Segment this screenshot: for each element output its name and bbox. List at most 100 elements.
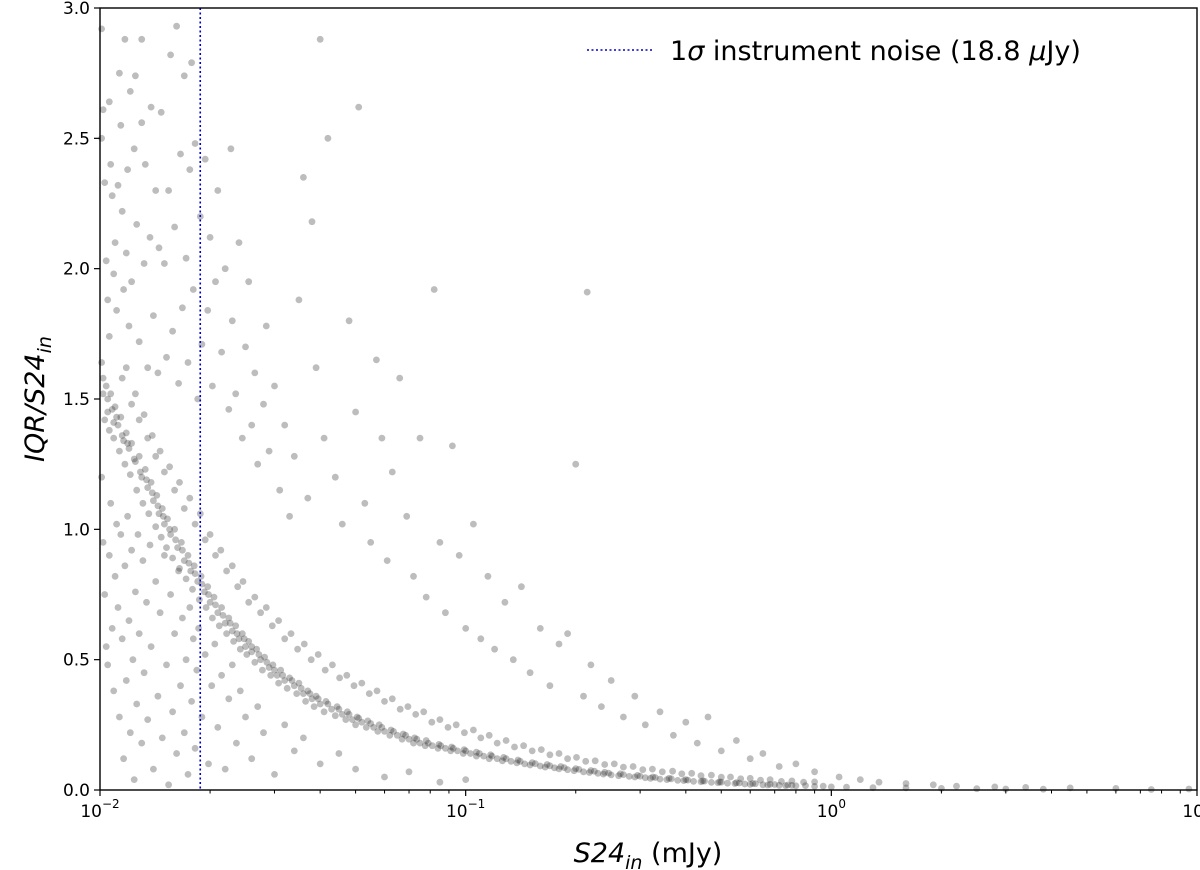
scatter-point — [658, 768, 666, 776]
scatter-point — [212, 552, 219, 559]
scatter-point — [206, 598, 214, 606]
scatter-point — [670, 731, 677, 739]
scatter-point — [184, 771, 192, 778]
scatter-point — [358, 679, 366, 687]
scatter-point — [580, 768, 587, 776]
scatter-point — [636, 772, 644, 780]
scatter-point — [107, 499, 115, 507]
scatter-point — [361, 499, 369, 507]
scatter-point — [108, 625, 116, 632]
scatter-point — [304, 687, 312, 695]
scatter-point — [546, 762, 554, 770]
scatter-point — [186, 494, 194, 502]
scatter-point — [526, 669, 534, 677]
scatter-point — [607, 771, 615, 779]
scatter-point — [367, 539, 375, 546]
scatter-point — [367, 720, 375, 727]
scatter-point — [191, 520, 199, 528]
scatter-point — [171, 223, 179, 231]
scatter-point — [235, 239, 243, 247]
scatter-point — [480, 752, 488, 760]
scatter-point — [856, 776, 864, 783]
scatter-point — [228, 317, 236, 325]
scatter-point — [182, 656, 190, 664]
scatter-point — [355, 103, 363, 111]
scatter-points — [98, 22, 1193, 793]
scatter-point — [186, 604, 194, 611]
scatter-point — [147, 479, 155, 486]
scatter-point — [393, 731, 401, 739]
scatter-point — [454, 747, 461, 755]
scatter-point — [230, 638, 238, 645]
scatter-point — [607, 677, 615, 684]
scatter-point — [225, 406, 233, 413]
scatter-point — [373, 687, 381, 695]
scatter-point — [555, 765, 563, 773]
scatter-point — [680, 777, 688, 784]
scatter-point — [135, 338, 143, 346]
scatter-point — [130, 145, 138, 153]
scatter-point — [1185, 785, 1193, 793]
scatter-point — [601, 761, 609, 768]
scatter-point — [139, 499, 147, 507]
scatter-point — [410, 572, 417, 580]
scatter-point — [157, 533, 165, 541]
y-axis-ticks: 0.0 0.5 1.0 1.5 2.0 2.5 3.0 — [63, 0, 100, 801]
scatter-point — [708, 771, 715, 779]
scatter-point — [499, 757, 506, 765]
scatter-point — [528, 759, 536, 766]
scatter-point — [273, 671, 281, 679]
scatter-point — [435, 741, 443, 748]
scatter-point — [219, 612, 227, 619]
y-tick-label: 1.5 — [63, 390, 90, 410]
scatter-point — [295, 296, 303, 304]
scatter-point — [206, 531, 214, 538]
scatter-point — [290, 682, 298, 690]
scatter-point — [184, 552, 192, 559]
scatter-point — [169, 554, 177, 562]
scatter-point — [345, 711, 353, 718]
scatter-point — [484, 572, 492, 580]
scatter-point — [929, 781, 937, 789]
scatter-point — [201, 651, 209, 658]
scatter-point — [235, 635, 243, 643]
scatter-point — [316, 35, 324, 43]
scatter-point — [116, 713, 123, 721]
scatter-point — [179, 614, 186, 622]
scatter-point — [708, 779, 715, 786]
scatter-point — [286, 512, 293, 520]
scatter-point — [179, 546, 186, 554]
scatter-point — [110, 419, 118, 426]
scatter-point — [105, 426, 113, 434]
scatter-point — [555, 750, 563, 757]
scatter-point — [138, 35, 146, 43]
scatter-point — [473, 752, 480, 760]
scatter-point — [267, 671, 275, 679]
scatter-point — [412, 711, 420, 718]
scatter-point — [248, 421, 256, 429]
scatter-point — [225, 695, 233, 703]
scatter-point — [788, 777, 796, 785]
scatter-point — [177, 150, 184, 158]
scatter-point — [236, 645, 244, 653]
scatter-point — [312, 692, 320, 700]
scatter-point — [99, 106, 107, 114]
scatter-point — [110, 270, 118, 278]
scatter-point — [297, 684, 305, 692]
scatter-point — [156, 447, 164, 455]
scatter-point — [124, 512, 131, 520]
scatter-point — [99, 374, 107, 382]
scatter-point — [124, 166, 131, 174]
scatter-point — [172, 536, 180, 544]
scatter-point — [320, 434, 328, 442]
scatter-point — [314, 651, 322, 658]
scatter-point — [201, 588, 208, 596]
scatter-point — [174, 544, 182, 551]
scatter-point — [649, 765, 656, 773]
x-axis-label: S24in (mJy) — [574, 838, 723, 870]
scatter-point — [485, 731, 493, 739]
scatter-point — [784, 781, 792, 789]
scatter-point — [287, 630, 295, 637]
scatter-point — [405, 735, 413, 743]
scatter-point — [345, 317, 353, 325]
